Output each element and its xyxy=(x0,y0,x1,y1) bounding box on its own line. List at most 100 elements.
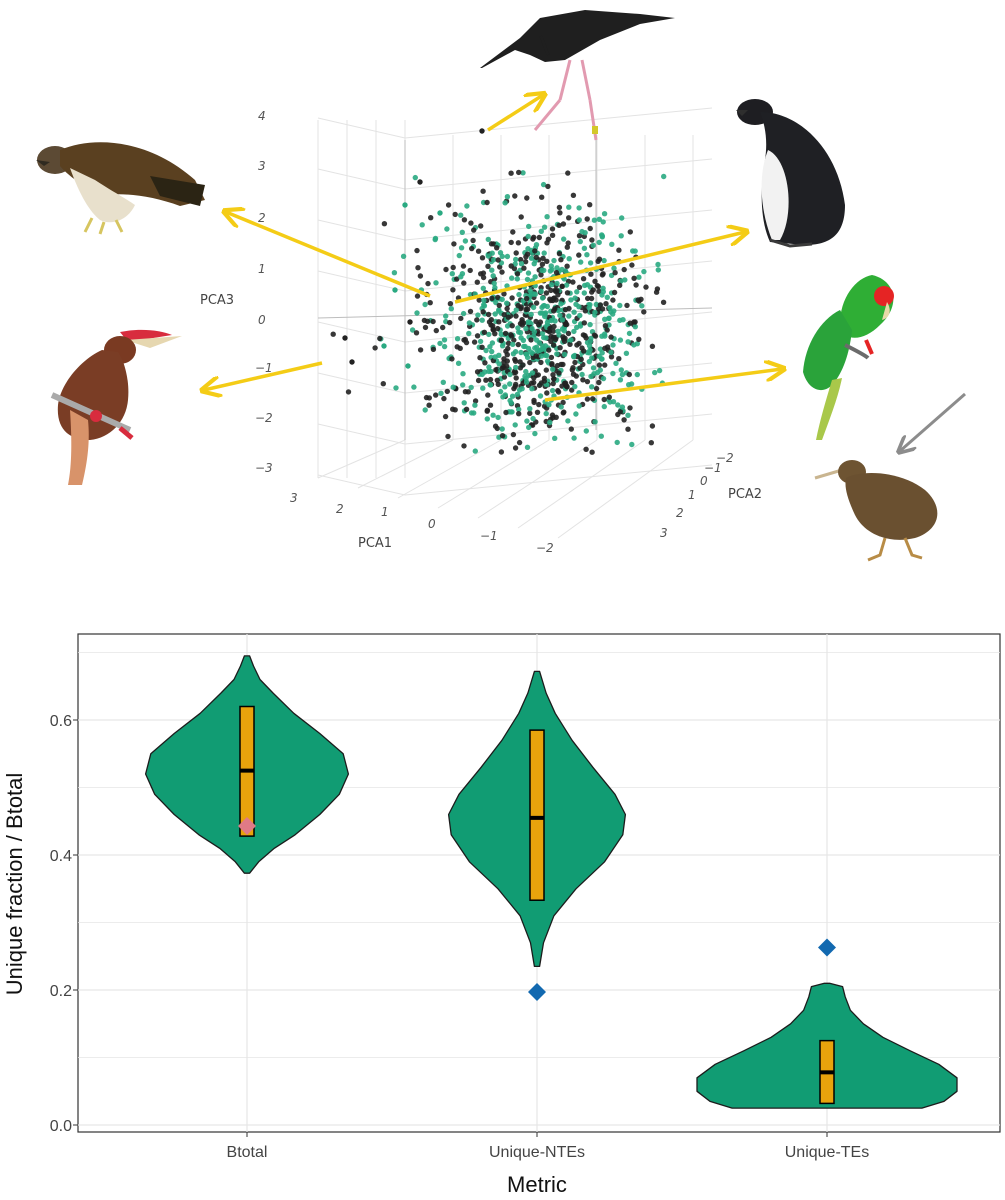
scatter-point xyxy=(481,297,487,304)
scatter-point xyxy=(531,399,537,406)
scatter-point xyxy=(611,289,618,296)
scatter-point xyxy=(549,226,556,232)
scatter-point xyxy=(442,413,449,420)
scatter-point xyxy=(608,354,615,360)
scatter-point xyxy=(499,253,505,260)
scatter-point xyxy=(492,331,498,337)
scatter-point xyxy=(514,271,521,277)
scatter-point xyxy=(589,355,595,361)
scatter-point xyxy=(600,289,606,295)
scatter-point xyxy=(513,256,519,263)
scatter-point xyxy=(476,297,482,303)
arrow-to-kiwi xyxy=(900,392,966,451)
scatter-point xyxy=(589,449,595,455)
scatter-point xyxy=(484,416,490,422)
scatter-point xyxy=(539,261,546,267)
pca3-axis-title: PCA3 xyxy=(200,293,234,308)
scatter-point xyxy=(593,301,599,308)
scatter-point xyxy=(599,356,605,362)
scatter-point xyxy=(498,449,505,455)
scatter-point xyxy=(581,320,587,326)
scatter-point xyxy=(467,308,474,315)
scatter-point xyxy=(626,371,632,378)
scatter-point xyxy=(538,228,544,234)
scatter-point xyxy=(444,226,450,232)
scatter-point xyxy=(599,234,605,240)
grid-line xyxy=(317,474,406,496)
scatter-point xyxy=(570,371,577,377)
scatter-point xyxy=(565,418,571,424)
scatter-point xyxy=(504,194,511,200)
scatter-point xyxy=(499,296,505,303)
scatter-point xyxy=(514,276,520,282)
scatter-point xyxy=(632,324,638,330)
scatter-point xyxy=(582,282,588,289)
scatter-point xyxy=(601,331,608,337)
scatter-point xyxy=(611,265,617,271)
scatter-point xyxy=(661,173,667,180)
scatter-point xyxy=(541,224,548,230)
scatter-point xyxy=(558,404,564,410)
scatter-point xyxy=(461,217,468,223)
scatter-point xyxy=(495,257,501,263)
scatter-point xyxy=(472,448,478,454)
scatter-point xyxy=(584,252,590,258)
scatter-point xyxy=(660,299,667,305)
scatter-point xyxy=(536,340,542,346)
scatter-point xyxy=(584,396,591,402)
y-tick-label: 0.4 xyxy=(50,848,72,865)
scatter-point xyxy=(581,348,587,354)
scatter-point xyxy=(580,377,586,383)
scatter-point xyxy=(463,339,470,346)
scatter-point xyxy=(415,265,421,271)
scatter-point xyxy=(499,433,506,439)
scatter-point xyxy=(590,242,596,248)
scatter-point xyxy=(608,334,614,340)
scatter-point xyxy=(542,313,548,320)
scatter-point xyxy=(630,248,636,254)
scatter-point xyxy=(460,263,467,269)
scatter-point xyxy=(587,225,593,232)
scatter-point xyxy=(489,340,496,346)
scatter-point xyxy=(549,232,556,238)
scatter-point xyxy=(450,384,456,390)
scatter-point xyxy=(529,386,535,392)
scatter-point xyxy=(510,341,516,347)
scatter-point xyxy=(495,294,501,301)
scatter-point xyxy=(381,221,388,227)
scatter-point xyxy=(571,353,577,359)
scatter-point xyxy=(458,245,465,251)
scatter-point xyxy=(547,325,553,332)
scatter-point xyxy=(528,255,535,261)
scatter-point xyxy=(518,304,524,310)
scatter-point xyxy=(414,293,421,299)
scatter-point xyxy=(560,399,566,406)
scatter-point xyxy=(548,263,554,269)
scatter-point xyxy=(508,170,514,176)
pca3-tick: 0 xyxy=(258,313,266,327)
scatter-point xyxy=(512,358,519,364)
scatter-point xyxy=(519,322,525,328)
scatter-point xyxy=(527,410,533,416)
scatter-point xyxy=(486,331,492,338)
scatter-point xyxy=(565,240,571,246)
hornbill-icon xyxy=(50,329,182,485)
scatter-point xyxy=(552,336,559,343)
scatter-point xyxy=(603,301,609,307)
scatter-point xyxy=(530,291,536,297)
scatter-point xyxy=(595,283,602,290)
scatter-point xyxy=(625,339,631,345)
scatter-point xyxy=(523,306,529,313)
scatter-point xyxy=(601,257,607,264)
scatter-point xyxy=(523,368,529,375)
scatter-point xyxy=(626,382,632,388)
scatter-point xyxy=(588,295,595,302)
scatter-point xyxy=(492,284,498,291)
scatter-point xyxy=(480,270,487,276)
arrow-to-hawk-eagle xyxy=(226,212,431,298)
scatter-point xyxy=(571,435,577,441)
scatter-point xyxy=(524,418,530,424)
scatter-point xyxy=(559,283,565,289)
scatter-point xyxy=(490,326,496,332)
